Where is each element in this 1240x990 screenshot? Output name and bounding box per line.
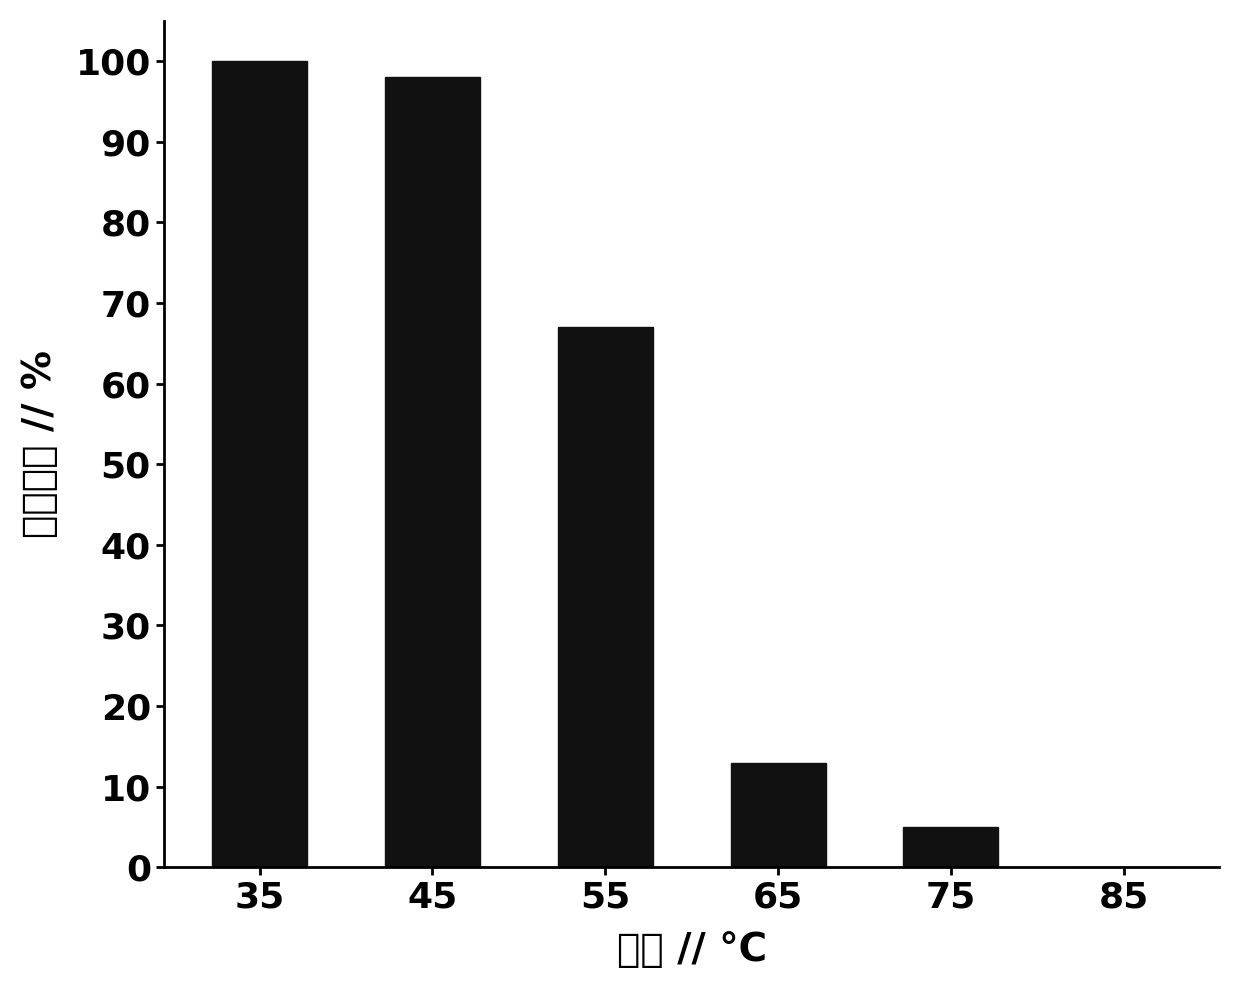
Y-axis label: 相对酶活 // %: 相对酶活 // % [21, 350, 58, 539]
Bar [558, 327, 652, 867]
Bar [212, 61, 308, 867]
X-axis label: 温度 // °C: 温度 // °C [616, 932, 766, 969]
Bar [384, 77, 480, 867]
Bar [730, 762, 826, 867]
Bar [903, 827, 998, 867]
